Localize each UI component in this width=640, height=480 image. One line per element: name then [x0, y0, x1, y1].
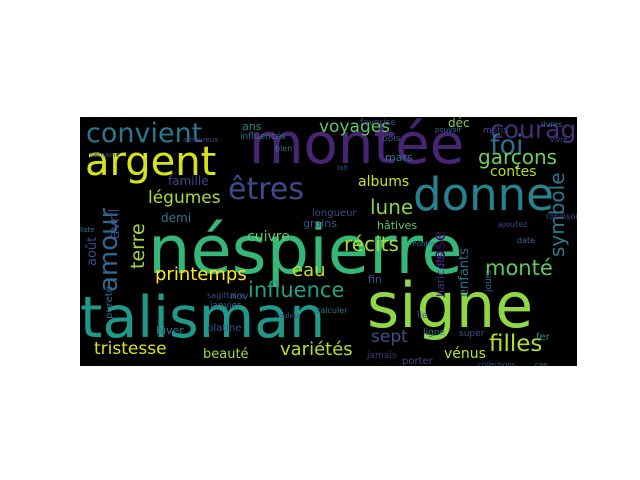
word-filles: filles — [489, 331, 543, 357]
word-avril: avril — [107, 208, 123, 239]
word-porter: porter — [402, 356, 433, 367]
word-voyages: voyages — [319, 117, 391, 137]
word-lune: lune — [370, 195, 414, 219]
word-pouvoir: pouvoir — [435, 126, 462, 134]
word-contes: contes — [490, 164, 537, 180]
word-amoureux: amoureux — [183, 136, 219, 144]
word-terre: terre — [127, 223, 149, 269]
word-donne: donne — [413, 168, 554, 221]
word-jours: jours — [484, 269, 494, 292]
word-favorise: favorise — [360, 118, 396, 128]
word-venus: vénus — [444, 346, 486, 362]
word-cap: cap — [535, 361, 548, 367]
word-hatives: hâtives — [377, 219, 418, 232]
word-vivre: vivre — [550, 136, 568, 144]
word-cuivre: cuivre — [247, 229, 290, 245]
word-aout: août — [85, 236, 100, 266]
word-montee: montée — [249, 117, 465, 177]
word-ligne: ligne — [423, 328, 445, 338]
word-lait: lait — [337, 164, 348, 172]
word-recits: récits — [344, 232, 399, 256]
word-monte: monté — [485, 256, 553, 280]
word-talisman: talisman — [80, 285, 326, 351]
word-signe: signe — [367, 269, 534, 342]
word-convient: convient — [86, 118, 203, 149]
word-livres: livres — [541, 120, 563, 129]
word-influence: influence — [248, 278, 345, 302]
word-robinson: robinson — [546, 212, 577, 221]
word-grains: grains — [303, 217, 338, 230]
word-foi: foi — [490, 130, 524, 161]
word-tristesse: tristesse — [94, 339, 167, 359]
word-date: date — [517, 236, 536, 245]
word-sagittaire: sagittaire — [207, 291, 245, 300]
word-nov: nov — [230, 291, 249, 302]
word-couleur: couleur — [275, 312, 302, 320]
word-varietes: variétés — [280, 339, 353, 360]
word-purete: pureté — [104, 286, 115, 319]
word-argent: argent — [85, 139, 217, 185]
word-influences: influencés — [240, 132, 286, 142]
word-hiver: hiver — [156, 324, 184, 337]
word-fin: fin — [368, 273, 382, 286]
word-printemps: printemps — [155, 264, 247, 285]
word-longueur: longueur — [312, 208, 357, 219]
word-collections: collections — [478, 361, 516, 367]
word-super: super — [459, 329, 485, 339]
word-ans: ans — [242, 120, 262, 133]
word-garcons: garçons — [478, 145, 558, 169]
word-bien: bien — [275, 144, 293, 153]
word-beaute: beauté — [203, 347, 249, 362]
word-sept: sept — [371, 327, 408, 347]
word-legumes: légumes — [148, 188, 221, 208]
word-calculer: calculer — [316, 306, 348, 315]
word-eau: eau — [292, 260, 326, 281]
word-demi: demi — [161, 211, 192, 225]
word-mars: mars — [385, 151, 413, 164]
word-janvier: janvier — [210, 301, 241, 311]
word-fer: fer — [536, 332, 550, 343]
word-pois: pois — [382, 134, 401, 144]
word-liste: liste — [80, 226, 95, 234]
word-ile: île — [417, 311, 428, 321]
word-platine: platine — [207, 323, 242, 334]
word-nespierre: néspierre — [148, 211, 463, 289]
word-metis: métis — [483, 126, 509, 136]
word-semaine: semaine — [90, 151, 120, 159]
word-ajoutez: ajoutez — [498, 220, 528, 229]
word-etres: êtres — [228, 172, 304, 207]
word-haricots: haricots — [434, 252, 447, 297]
word-montre: montre — [410, 240, 436, 248]
word-famille: famille — [168, 174, 209, 188]
word-courage: courage — [490, 117, 577, 144]
word-jamais: jamais — [367, 351, 397, 361]
word-cloud: néspierre talisman signe montée argent donne a… — [80, 117, 577, 366]
word-albums: albums — [358, 174, 410, 190]
word-enfants: enfants — [457, 248, 472, 297]
word-dec: déc — [448, 117, 470, 130]
